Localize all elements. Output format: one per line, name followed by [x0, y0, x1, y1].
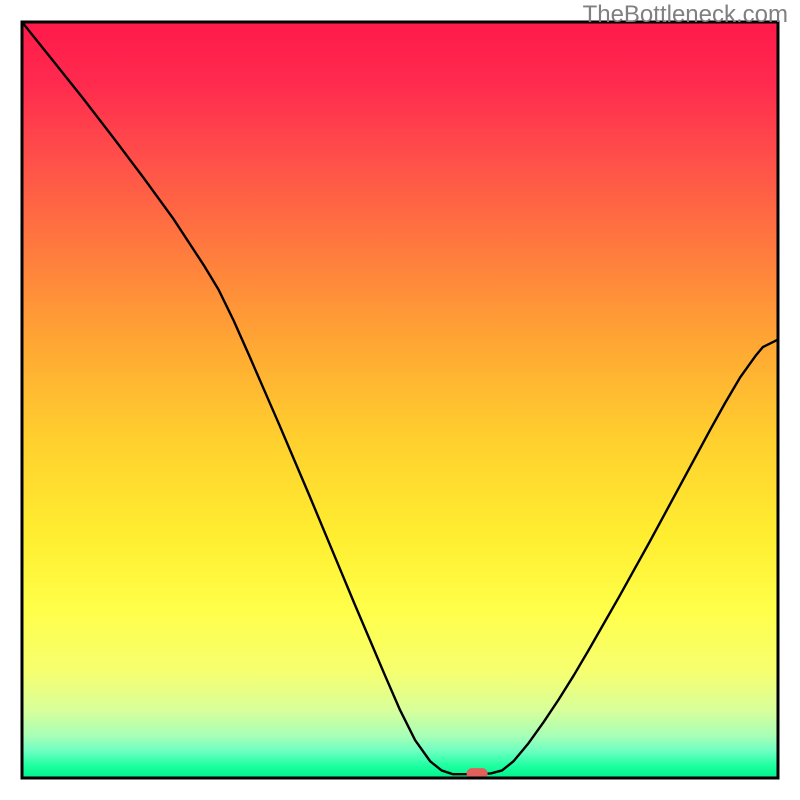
bottleneck-chart: TheBottleneck.com — [0, 0, 800, 800]
watermark: TheBottleneck.com — [583, 1, 788, 28]
gradient-background — [22, 22, 778, 778]
